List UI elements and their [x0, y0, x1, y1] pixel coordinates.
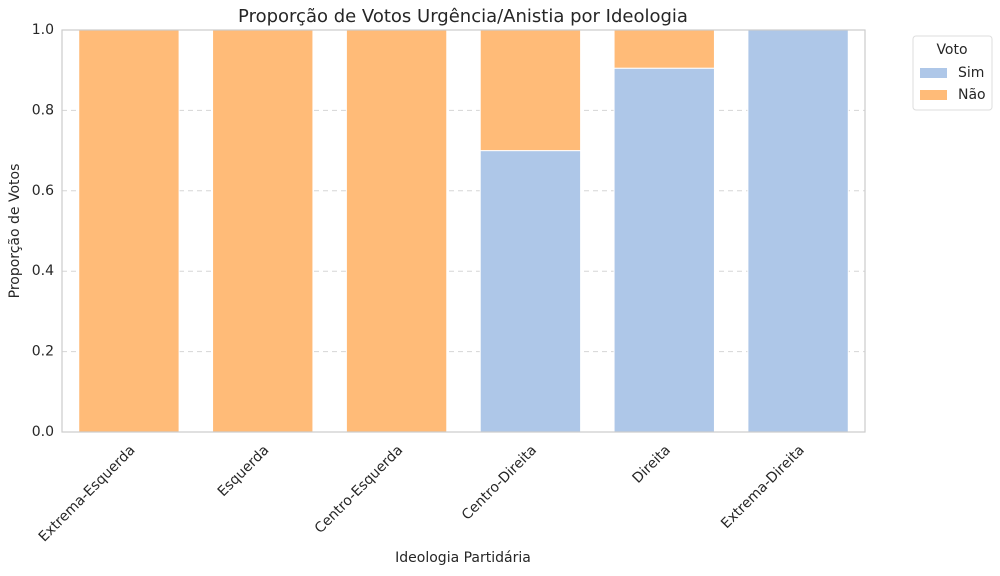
legend-label: Sim [958, 65, 984, 81]
legend: Voto Sim Não [912, 35, 993, 111]
x-tick-label: Centro-Direita [459, 442, 540, 523]
x-axis-label: Ideologia Partidária [395, 550, 531, 566]
bar-segment [212, 29, 314, 433]
legend-swatch [920, 68, 947, 78]
bar-segment [479, 29, 582, 152]
legend-title: Voto [936, 42, 967, 58]
bar-segment [747, 29, 849, 433]
y-tick-label: 0.8 [32, 102, 54, 118]
y-tick-label: 0.6 [32, 183, 54, 199]
x-tick-label: Esquerda [215, 442, 273, 500]
bar-segment [613, 67, 715, 433]
y-axis-label: Proporção de Votos [7, 164, 23, 299]
x-tick-label: Extrema-Direita [718, 442, 808, 532]
bar-segment [78, 29, 180, 433]
chart-title: Proporção de Votos Urgência/Anistia por … [238, 6, 688, 27]
y-tick-label: 0.4 [32, 263, 54, 279]
plot-frame [61, 29, 866, 433]
bar-segment [345, 29, 448, 433]
bar-segment [479, 150, 582, 433]
x-tick-label: Direita [630, 442, 674, 486]
legend-swatch [920, 90, 947, 100]
x-tick-label: Centro-Esquerda [312, 442, 406, 536]
y-tick-label: 0.2 [32, 344, 54, 360]
legend-label: Não [958, 87, 986, 103]
bar-segment [613, 29, 715, 69]
y-tick-label: 0.0 [32, 424, 54, 440]
y-tick-label: 1.0 [32, 22, 54, 38]
x-tick-label: Extrema-Esquerda [36, 442, 139, 545]
